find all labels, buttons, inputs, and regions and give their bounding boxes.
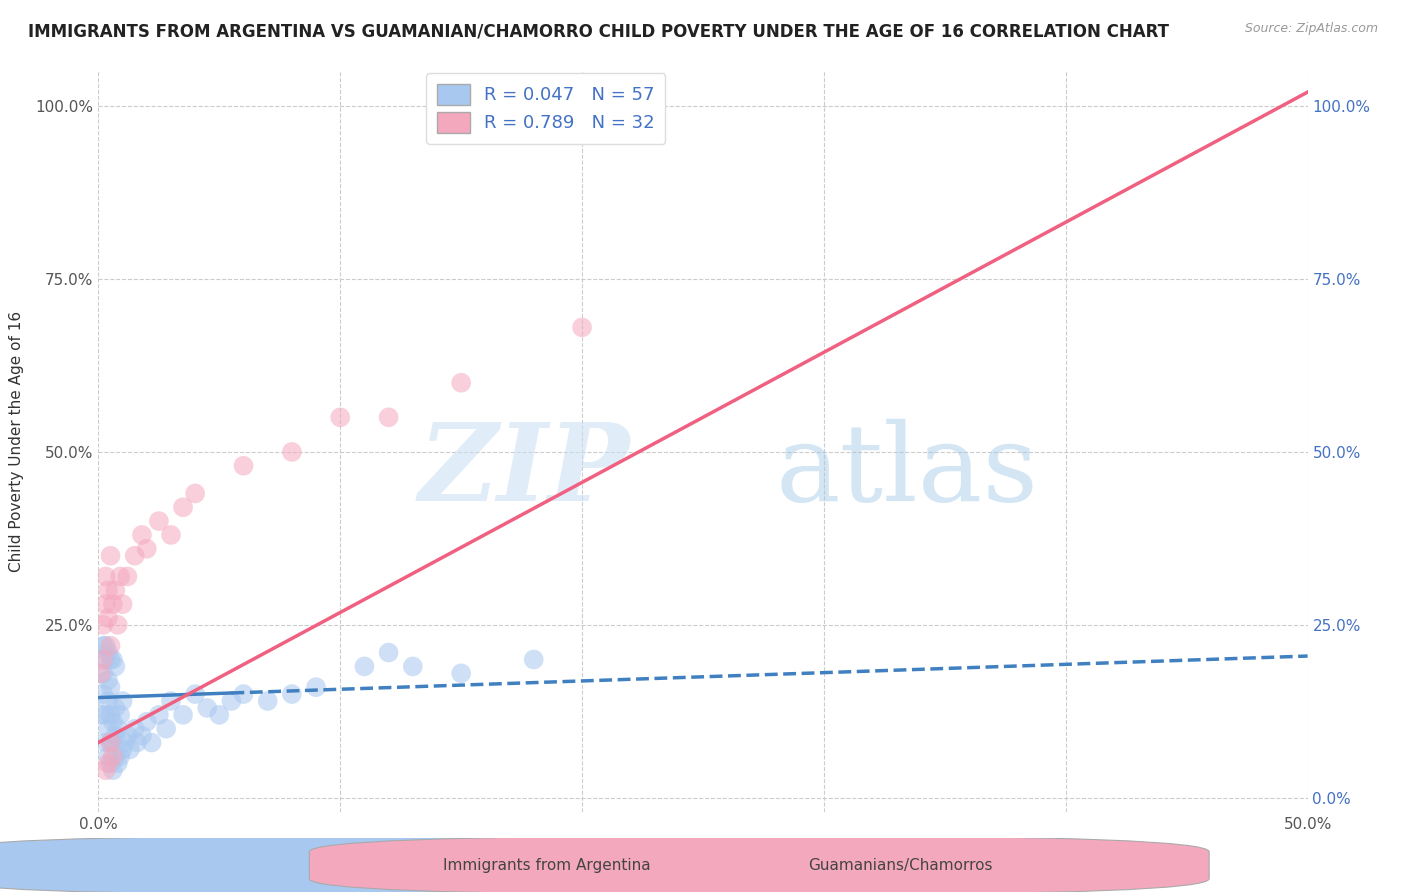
Text: Source: ZipAtlas.com: Source: ZipAtlas.com [1244,22,1378,36]
Text: Guamanians/Chamorros: Guamanians/Chamorros [808,858,993,872]
Point [141,735,163,749]
Point [100,735,122,749]
Point [90,666,112,681]
Point [107,722,129,736]
Point [100,735,122,749]
FancyBboxPatch shape [309,836,1209,892]
Point [100,680,122,694]
Point [114,735,136,749]
Point [94,652,117,666]
Point [281,687,304,701]
Point [91,687,114,701]
Point [111,597,134,611]
Point [117,569,139,583]
Point [91,618,114,632]
Point [94,569,117,583]
Point [117,729,139,743]
Point [100,549,122,563]
Point [571,320,593,334]
Text: Immigrants from Argentina: Immigrants from Argentina [443,858,651,872]
Point [305,680,328,694]
Point [97,749,120,764]
Point [97,646,120,660]
Point [107,756,129,771]
Point [101,714,124,729]
Point [124,722,146,736]
Point [184,486,207,500]
Point [101,652,124,666]
Point [402,659,425,673]
Point [160,694,183,708]
Point [353,659,375,673]
Point [94,763,117,777]
Point [104,659,127,673]
Point [101,763,124,777]
Point [281,445,304,459]
Point [450,376,472,390]
Point [135,714,157,729]
Point [94,707,117,722]
Point [184,687,207,701]
Point [104,701,127,715]
Point [232,687,254,701]
Point [100,707,122,722]
Point [131,528,153,542]
Point [97,694,120,708]
Point [124,549,146,563]
Point [172,707,194,722]
Point [111,694,134,708]
Point [523,652,546,666]
Point [155,722,177,736]
Point [329,410,352,425]
Point [108,569,131,583]
Point [108,707,131,722]
Point [377,410,399,425]
Point [108,749,131,764]
Point [232,458,254,473]
Point [111,742,134,756]
Point [97,756,120,771]
Point [135,541,157,556]
Point [91,652,114,666]
Point [148,514,170,528]
Point [100,756,122,771]
Point [90,707,112,722]
Point [127,735,149,749]
Point [148,707,170,722]
Point [195,701,218,715]
Point [131,729,153,743]
Point [101,597,124,611]
Point [101,735,124,749]
Point [100,639,122,653]
Point [97,722,120,736]
Point [104,749,127,764]
Point [256,694,278,708]
Point [118,742,141,756]
Point [377,646,399,660]
Y-axis label: Child Poverty Under the Age of 16: Child Poverty Under the Age of 16 [10,311,24,572]
Point [160,528,183,542]
Point [101,749,124,764]
Point [91,639,114,653]
Point [97,611,120,625]
Point [208,707,231,722]
Point [91,666,114,681]
Point [100,652,122,666]
Point [104,729,127,743]
Text: ZIP: ZIP [419,418,630,524]
Point [94,735,117,749]
Point [450,666,472,681]
Text: IMMIGRANTS FROM ARGENTINA VS GUAMANIAN/CHAMORRO CHILD POVERTY UNDER THE AGE OF 1: IMMIGRANTS FROM ARGENTINA VS GUAMANIAN/C… [28,22,1170,40]
Text: atlas: atlas [776,418,1039,524]
Legend: R = 0.047   N = 57, R = 0.789   N = 32: R = 0.047 N = 57, R = 0.789 N = 32 [426,73,665,144]
Point [97,673,120,688]
Point [94,597,117,611]
Point [94,639,117,653]
FancyBboxPatch shape [0,836,844,892]
Point [104,583,127,598]
Point [107,618,129,632]
Point [97,583,120,598]
Point [221,694,243,708]
Point [172,500,194,515]
